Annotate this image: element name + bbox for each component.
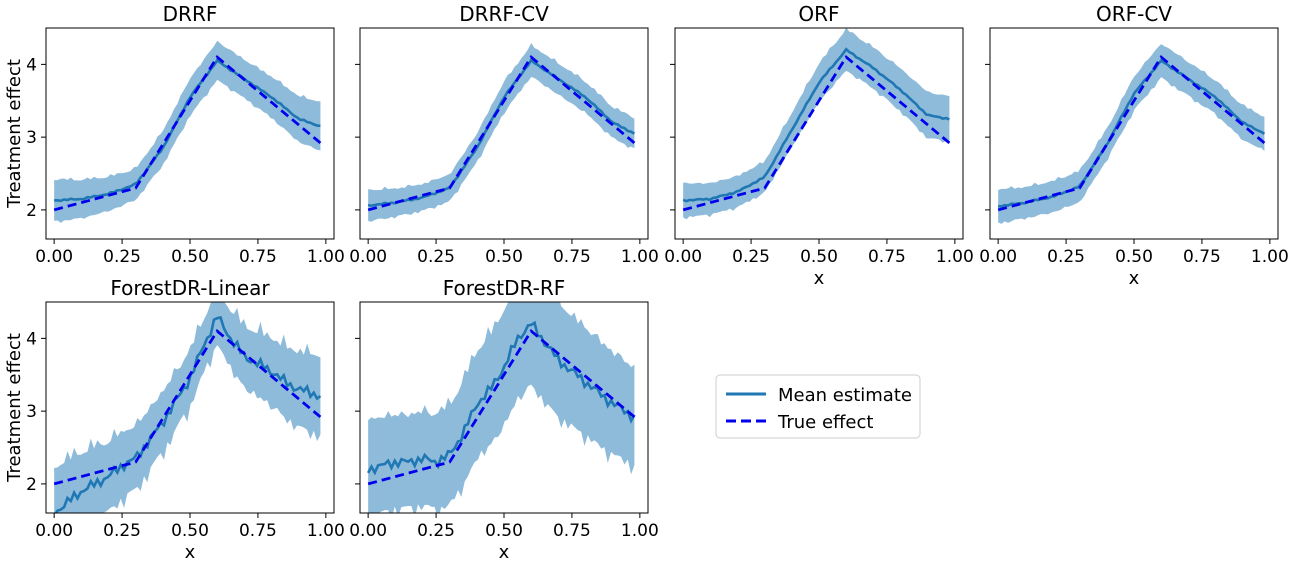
x-tick-label: 0.25 [417,521,455,541]
plot-area [367,302,636,513]
subplot-4: 0.00 0.25 0.50 0.75 1.00 ORF-CV x [979,2,1289,289]
x-tick-label: 0.00 [349,521,387,541]
true-effect-line [53,55,322,212]
legend: Mean estimate True effect [715,374,921,439]
x-tick-label: 0.00 [35,521,73,541]
x-tick-label: 1.00 [307,521,345,541]
subplot-6: 0.00 0.25 0.50 0.75 1.00 ForestDR-RF x [349,276,659,563]
subplot-title: DRRF [163,2,218,26]
subplots: 0.00 0.25 0.50 0.75 1.00 2 3 4 DRRF Treatment eff… [4,2,1289,563]
plot-area [367,42,636,222]
true-effect-line [367,329,636,486]
legend-frame [715,374,921,439]
y-axis-label: Treatment effect [4,59,25,209]
x-axis-label: x [1129,268,1140,289]
x-tick-label: 0.75 [1183,247,1221,267]
x-tick-label: 0.50 [800,247,838,267]
y-tick-label: 4 [26,55,37,75]
mean-estimate-line [367,57,636,208]
x-axis-label: x [499,542,510,563]
mean-estimate-line [367,320,636,476]
subplot-5: 0.00 0.25 0.50 0.75 1.00 2 3 4 ForestDR-Linear x T… [4,276,345,563]
x-tick-label: 0.25 [732,247,770,267]
x-tick-label: 0.75 [868,247,906,267]
x-tick-label: 0.50 [485,521,523,541]
subplot-title: ORF-CV [1096,2,1172,26]
mean-estimate-line [54,316,322,513]
x-tick-label: 0.50 [485,247,523,267]
legend-label-mean-estimate: Mean estimate [778,385,912,406]
true-effect-line [682,55,951,212]
y-tick-label: 3 [26,128,37,148]
confidence-band [368,42,635,222]
x-tick-label: 0.00 [664,247,702,267]
plot-area [53,40,322,223]
x-tick-label: 0.25 [1047,247,1085,267]
x-tick-label: 1.00 [307,247,345,267]
plot-area [682,28,951,220]
true-effect-line [997,55,1266,212]
plot-area [53,302,322,513]
x-tick-label: 0.50 [1115,247,1153,267]
subplot-title: ORF [798,2,839,26]
x-tick-label: 0.50 [171,247,209,267]
x-tick-label: 0.75 [239,247,277,267]
confidence-band [54,302,321,513]
x-tick-label: 1.00 [621,247,659,267]
subplot-1: 0.00 0.25 0.50 0.75 1.00 2 3 4 DRRF Treatment eff… [4,2,345,267]
confidence-band [998,44,1265,224]
y-tick-label: 2 [26,475,37,495]
x-tick-label: 1.00 [1251,247,1289,267]
y-tick-label: 4 [26,329,37,349]
x-tick-label: 0.00 [349,247,387,267]
subplot-2: 0.00 0.25 0.50 0.75 1.00 DRRF-CV [349,2,659,267]
x-tick-label: 1.00 [621,521,659,541]
x-tick-label: 0.00 [979,247,1017,267]
confidence-band [683,28,950,220]
x-tick-label: 0.75 [553,247,591,267]
y-tick-label: 2 [26,201,37,221]
legend-label-true-effect: True effect [777,412,873,433]
x-tick-label: 1.00 [936,247,974,267]
x-axis-label: x [814,268,825,289]
subplot-title: ForestDR-Linear [110,276,270,300]
x-tick-label: 0.00 [35,247,73,267]
x-axis-label: x [185,542,196,563]
true-effect-line [53,329,322,486]
x-tick-label: 0.25 [103,521,141,541]
y-tick-label: 3 [26,402,37,422]
y-axis-label: Treatment effect [4,333,25,483]
mean-estimate-line [54,58,321,203]
subplot-title: DRRF-CV [459,2,549,26]
x-tick-label: 0.75 [239,521,277,541]
subplot-title: ForestDR-RF [443,276,565,300]
x-tick-label: 0.25 [103,247,141,267]
plot-area [997,44,1266,224]
x-tick-label: 0.25 [417,247,455,267]
subplot-3: 0.00 0.25 0.50 0.75 1.00 ORF x [664,2,974,289]
true-effect-line [367,55,636,212]
x-tick-label: 0.75 [553,521,591,541]
x-tick-label: 0.50 [171,521,209,541]
mean-estimate-line [682,47,950,203]
